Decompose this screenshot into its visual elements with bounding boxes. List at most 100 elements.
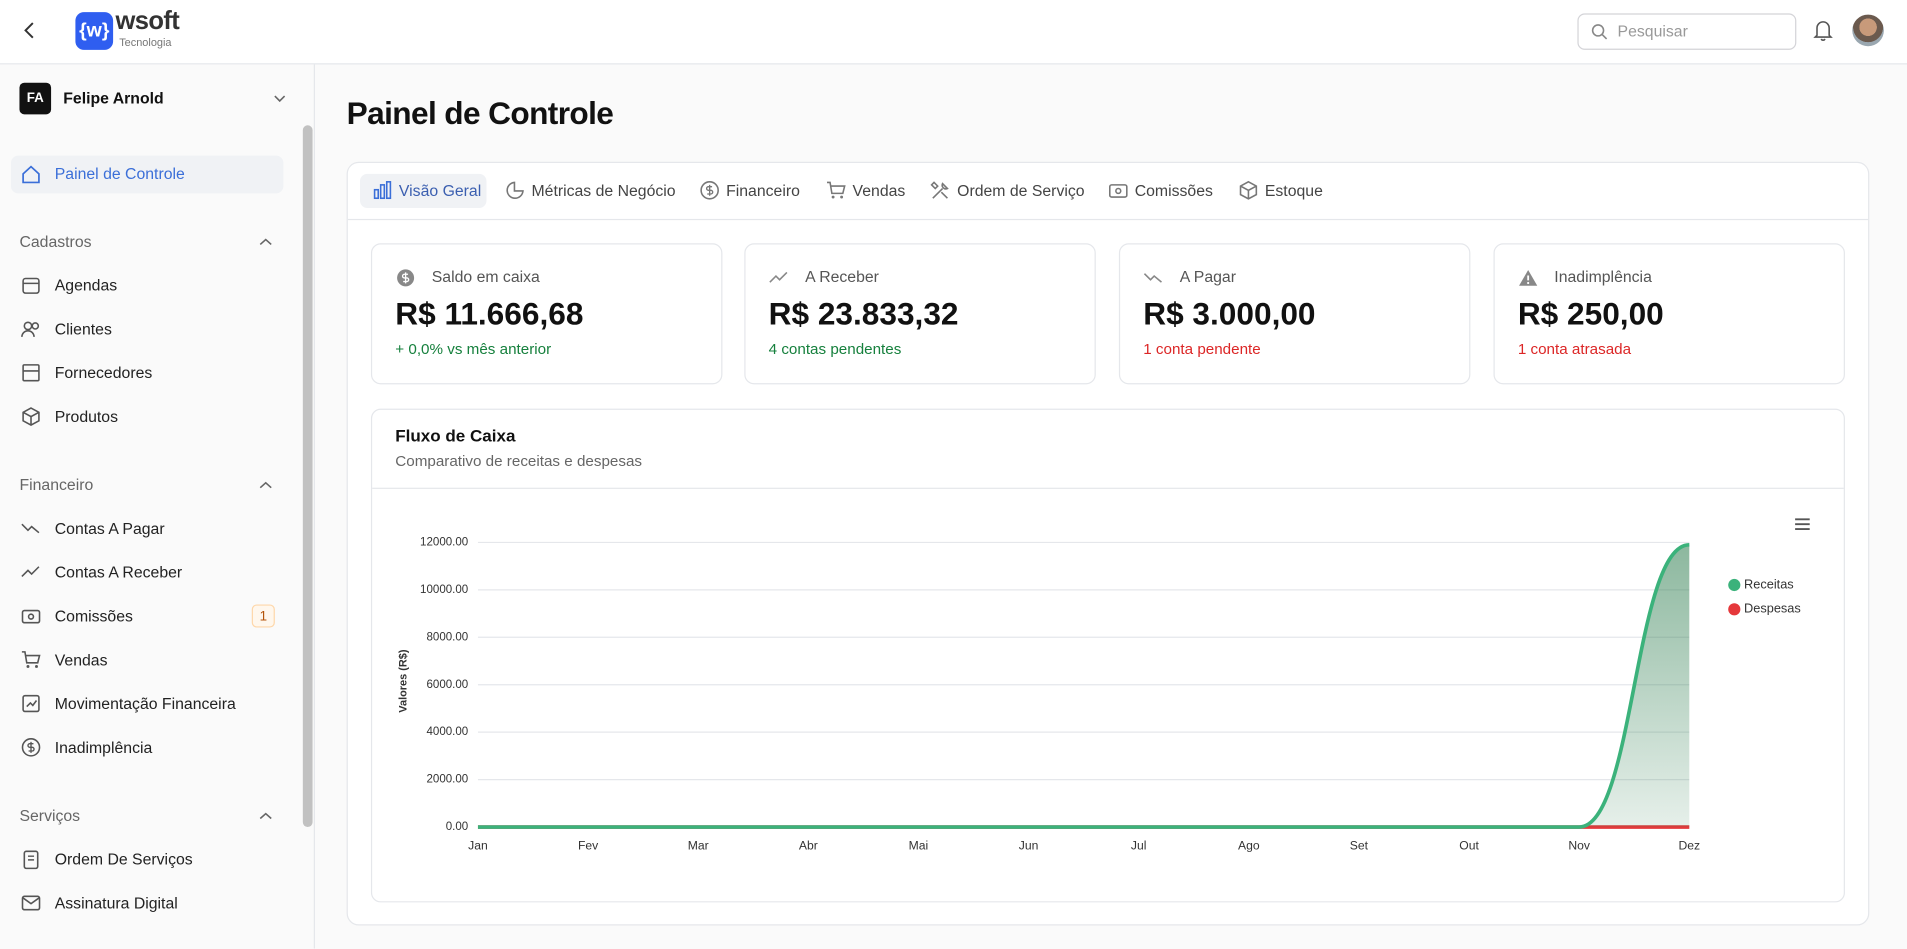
- kpi-note: + 0,0% vs mês anterior: [395, 340, 552, 358]
- line: [477, 542, 1690, 829]
- icon: [930, 181, 949, 199]
- icon: [23, 850, 39, 870]
- icon: [21, 738, 41, 757]
- back-button[interactable]: [19, 21, 38, 40]
- kpi-label: Saldo em caixa: [431, 267, 540, 286]
- nav-badge: 1: [251, 604, 275, 628]
- kpi-value: R$ 23.833,32: [768, 295, 959, 333]
- kpi-note: 1 conta pendente: [1143, 340, 1261, 358]
- nav-section-title[interactable]: Cadastros: [19, 232, 92, 251]
- tab-divider: [347, 218, 1869, 221]
- x-tick-label: Out: [1459, 839, 1479, 853]
- x-tick-label: Mar: [688, 839, 709, 853]
- notifications[interactable]: [1813, 19, 1833, 41]
- tab[interactable]: Ordem de Serviço: [957, 181, 1085, 200]
- tab[interactable]: Visão Geral: [398, 181, 482, 200]
- legend-label: Receitas: [1744, 576, 1794, 591]
- kpi-note: 1 conta atrasada: [1517, 340, 1632, 358]
- tab[interactable]: Estoque: [1264, 181, 1323, 200]
- nav-active[interactable]: [10, 155, 284, 194]
- icon: [1108, 184, 1128, 198]
- icon: [259, 812, 272, 820]
- nav-section-title[interactable]: Serviços: [19, 806, 81, 825]
- chart-divider: [372, 487, 1844, 489]
- y-tick-label: 2000.00: [426, 774, 468, 786]
- user-initials: FA: [19, 82, 52, 115]
- nav-section-title[interactable]: Financeiro: [19, 475, 94, 494]
- icon: [769, 271, 788, 283]
- chart: Valores (R$) 0.00 2000.00 4000.00 6000.00 80…: [398, 518, 1810, 853]
- avatar[interactable]: [1852, 14, 1884, 47]
- nav-item[interactable]: Assinatura Digital: [54, 893, 178, 913]
- kpi-card: [744, 243, 1096, 385]
- nav-item[interactable]: Ordem De Serviços: [54, 850, 193, 869]
- logo-text: wsoft: [115, 7, 180, 36]
- kpi-card: [1118, 243, 1471, 385]
- icon: [21, 609, 41, 624]
- scrollbar[interactable]: [302, 125, 313, 828]
- nav-item[interactable]: Produtos: [54, 407, 119, 426]
- x-tick-label: Jul: [1131, 839, 1147, 853]
- y-tick-label: 8000.00: [426, 631, 468, 643]
- nav-item[interactable]: Painel de Controle: [54, 164, 185, 183]
- legend-swatch: [1728, 603, 1741, 616]
- kpi-value: R$ 11.666,68: [395, 295, 584, 333]
- kpi-note: 4 contas pendentes: [768, 340, 902, 358]
- user-name[interactable]: Felipe Arnold: [63, 88, 164, 108]
- nav-item[interactable]: Fornecedores: [54, 363, 153, 382]
- tab[interactable]: Vendas: [852, 181, 906, 200]
- icon: [1239, 180, 1258, 200]
- nav-item[interactable]: Contas A Receber: [54, 563, 183, 582]
- icon: [700, 181, 719, 200]
- logo-subtext: Tecnologia: [119, 36, 172, 49]
- x-tick-label: Mai: [909, 839, 929, 853]
- icon: [373, 181, 392, 200]
- kpi-label: A Pagar: [1179, 267, 1236, 286]
- legend-swatch: [1728, 578, 1741, 592]
- icon: [21, 321, 40, 337]
- search-box[interactable]: Pesquisar: [1577, 13, 1797, 50]
- nav-item[interactable]: Comissões: [54, 606, 133, 626]
- search-placeholder: Pesquisar: [1617, 21, 1688, 41]
- x-tick-label: Fev: [578, 839, 599, 853]
- icon: [22, 407, 40, 426]
- y-tick-label: 4000.00: [426, 726, 468, 738]
- page-title: Painel de Controle: [346, 94, 614, 132]
- x-tick-label: Ago: [1238, 839, 1260, 853]
- y-tick-label: 6000.00: [426, 679, 468, 691]
- tab[interactable]: Financeiro: [726, 181, 800, 200]
- area: [477, 544, 1690, 828]
- icon: [827, 181, 846, 199]
- nav-item[interactable]: Inadimplência: [54, 738, 153, 757]
- kpi-card: [1493, 243, 1845, 385]
- user-menu[interactable]: [272, 91, 287, 106]
- icon: [22, 277, 40, 294]
- nav-item[interactable]: Vendas: [54, 650, 108, 669]
- icon: [1143, 273, 1162, 283]
- icon: [21, 651, 41, 668]
- logo-mark: {w}: [75, 12, 114, 50]
- nav-item[interactable]: Agendas: [54, 276, 118, 295]
- kpi-card: [370, 243, 723, 385]
- kpi-label: Inadimplência: [1554, 267, 1652, 286]
- nav-item[interactable]: Movimentação Financeira: [54, 694, 236, 713]
- icon: [397, 269, 415, 287]
- y-axis-title: Valores (R$): [398, 649, 410, 713]
- tab[interactable]: Comissões: [1134, 181, 1213, 200]
- tab[interactable]: Métricas de Negócio: [531, 181, 676, 200]
- y-tick-label: 12000.00: [420, 536, 468, 548]
- icon: [22, 694, 40, 713]
- nav-item[interactable]: Contas A Pagar: [54, 519, 165, 538]
- chart-title: Fluxo de Caixa: [395, 425, 516, 446]
- x-tick-label: Dez: [1678, 839, 1700, 853]
- icon: [259, 238, 272, 246]
- nav-icon: [22, 165, 40, 184]
- icon: [259, 481, 272, 489]
- kpi-value: R$ 250,00: [1517, 295, 1664, 333]
- x-tick-label: Nov: [1568, 839, 1591, 853]
- icon: [22, 364, 40, 382]
- kpi-value: R$ 3.000,00: [1143, 295, 1316, 333]
- nav-item[interactable]: Clientes: [54, 319, 112, 339]
- chart-menu[interactable]: [1795, 518, 1810, 530]
